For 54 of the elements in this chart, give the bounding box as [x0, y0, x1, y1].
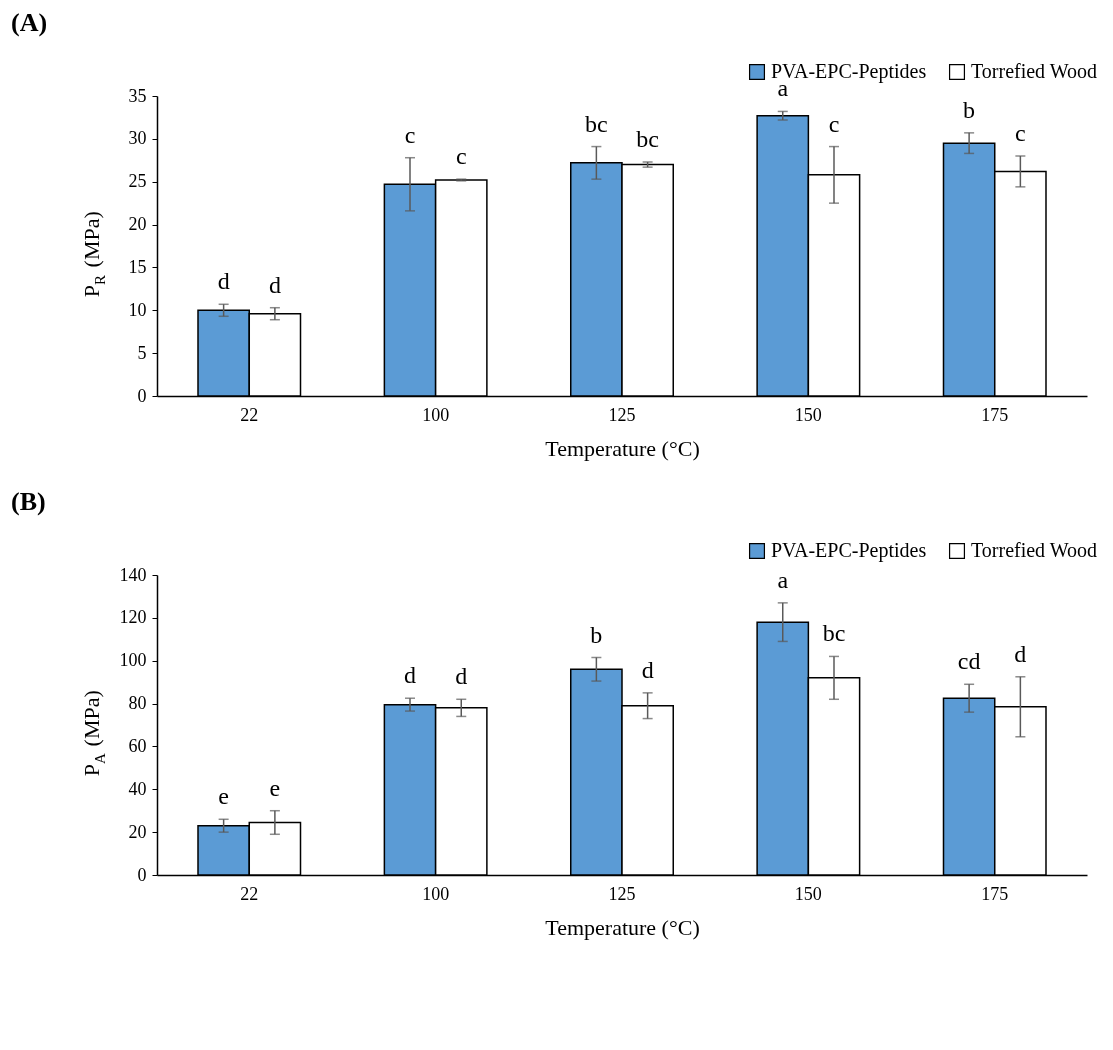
y-tick-label: 20	[128, 821, 147, 842]
data-label: d	[268, 271, 281, 298]
data-label: d	[641, 656, 654, 683]
x-tick-label: 125	[608, 404, 636, 425]
x-tick-label: 175	[981, 883, 1009, 904]
y-tick-label: 15	[128, 256, 147, 277]
data-label: bc	[636, 126, 659, 152]
data-label: bc	[822, 620, 846, 647]
chart-title: (A)	[11, 8, 48, 37]
y-tick-label: 0	[137, 864, 147, 885]
data-label: d	[455, 663, 468, 690]
y-tick-label: 100	[119, 650, 147, 671]
data-label: d	[1014, 640, 1027, 667]
y-tick-label: 60	[128, 735, 147, 756]
y-tick-label: 140	[119, 564, 147, 585]
legend-label: Torrefied Wood	[971, 60, 1098, 82]
y-tick-label: 5	[137, 342, 147, 363]
y-tick-label: 80	[128, 693, 147, 714]
y-tick-label: 120	[119, 607, 147, 628]
y-axis-title: PR (MPa)	[79, 211, 108, 298]
y-axis-title: PA (MPa)	[79, 690, 108, 777]
data-label: b	[590, 621, 603, 648]
legend-label: PVA-EPC-Peptides	[771, 539, 927, 562]
x-tick-label: 100	[422, 883, 450, 904]
data-label: d	[404, 662, 416, 689]
data-label: e	[218, 783, 229, 810]
data-label: c	[455, 143, 467, 170]
data-label: d	[217, 268, 230, 295]
y-tick-label: 35	[128, 85, 147, 106]
x-tick-label: 175	[981, 404, 1009, 425]
y-tick-label: 30	[128, 128, 147, 149]
y-tick-label: 40	[128, 778, 147, 799]
x-axis-title: Temperature (°C)	[545, 914, 700, 940]
x-tick-label: 150	[794, 404, 822, 425]
x-tick-label: 125	[608, 883, 636, 904]
x-tick-label: 22	[240, 404, 259, 425]
y-tick-label: 20	[128, 214, 147, 235]
y-tick-label: 10	[128, 299, 147, 320]
data-label: a	[777, 566, 789, 593]
data-label: e	[269, 774, 281, 801]
y-tick-label: 25	[128, 171, 147, 192]
y-tick-label: 0	[137, 385, 147, 406]
legend-label: Torrefied Wood	[971, 539, 1098, 561]
data-label: b	[963, 96, 976, 123]
x-axis-title: Temperature (°C)	[545, 435, 700, 461]
data-label: cd	[957, 648, 981, 675]
x-tick-label: 22	[240, 883, 259, 904]
x-tick-label: 150	[794, 883, 822, 904]
x-tick-label: 100	[422, 404, 450, 425]
data-label: bc	[585, 110, 608, 137]
data-label: c	[1015, 120, 1026, 146]
data-label: c	[404, 121, 416, 148]
chart-title: (B)	[11, 487, 46, 516]
data-label: c	[828, 110, 840, 137]
